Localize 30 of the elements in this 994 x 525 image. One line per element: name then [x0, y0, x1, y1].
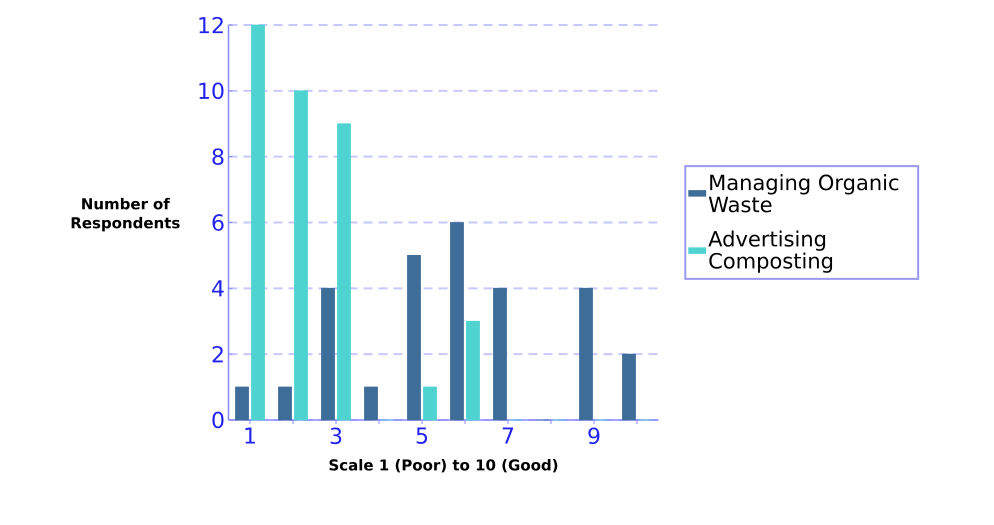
- bar: [251, 24, 265, 420]
- legend-label: Advertising Composting: [708, 230, 832, 273]
- y-tick-label: 8: [212, 148, 224, 165]
- x-axis-title: Scale 1 (Poor) to 10 (Good): [330, 459, 558, 472]
- bar: [423, 386, 437, 420]
- bar: [294, 90, 308, 420]
- bar: [579, 288, 593, 420]
- y-tick-label: 4: [212, 280, 224, 296]
- legend-label: Managing Organic Waste: [708, 174, 898, 212]
- x-tick-label: 5: [416, 428, 428, 444]
- y-tick-label: 10: [199, 82, 224, 100]
- x-tick-label: 1: [245, 428, 255, 444]
- y-tick-label: 2: [212, 346, 223, 362]
- x-tick-label: 9: [588, 428, 600, 444]
- x-tick-label: 3: [330, 428, 342, 444]
- y-tick-label: 12: [199, 16, 223, 34]
- y-axis-title: Number of Respondents: [72, 198, 180, 232]
- x-tick-label: 7: [502, 428, 514, 444]
- bar: [407, 255, 421, 420]
- bar: [466, 320, 480, 420]
- bar: [235, 386, 249, 420]
- y-tick-label: 0: [212, 412, 224, 428]
- y-tick-label: 6: [212, 214, 224, 231]
- bar: [337, 123, 351, 420]
- bar: [321, 288, 335, 420]
- bar: [364, 386, 378, 420]
- bar: [450, 222, 464, 420]
- bar: [622, 354, 636, 420]
- bar: [278, 386, 292, 420]
- bar: [493, 288, 507, 420]
